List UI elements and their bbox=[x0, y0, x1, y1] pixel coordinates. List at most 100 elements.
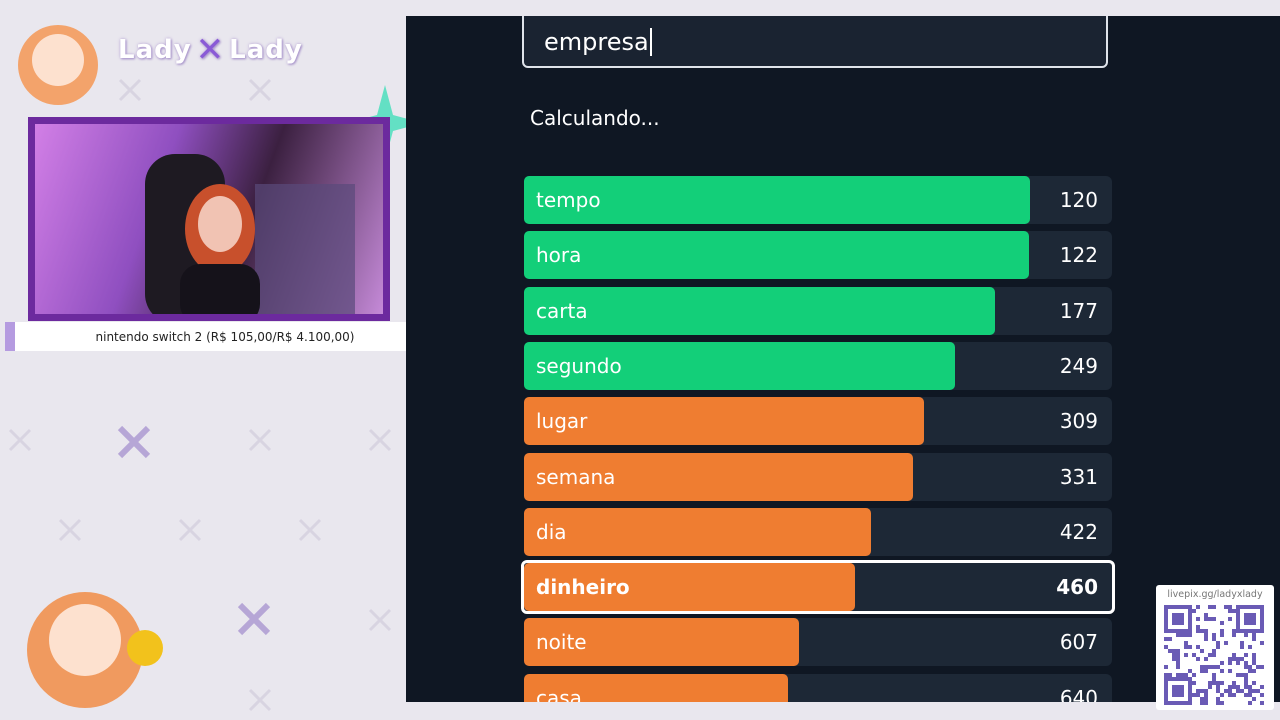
qr-module bbox=[1216, 697, 1220, 701]
qr-module bbox=[1244, 693, 1248, 697]
guess-word: semana bbox=[536, 464, 616, 489]
qr-module bbox=[1196, 657, 1200, 661]
qr-module bbox=[1244, 681, 1248, 685]
qr-module bbox=[1244, 665, 1248, 669]
qr-module bbox=[1244, 613, 1256, 625]
qr-module bbox=[1196, 605, 1200, 609]
qr-module bbox=[1220, 633, 1224, 637]
qr-module bbox=[1184, 673, 1188, 677]
guess-rank: 177 bbox=[1059, 298, 1098, 323]
qr-module bbox=[1192, 673, 1196, 677]
qr-module bbox=[1256, 665, 1260, 669]
qr-module bbox=[1176, 657, 1180, 661]
qr-module bbox=[1224, 641, 1228, 645]
qr-module bbox=[1216, 641, 1220, 645]
qr-module bbox=[1212, 605, 1216, 609]
guess-row: dinheiro 460 bbox=[521, 560, 1115, 615]
qr-module bbox=[1196, 689, 1200, 693]
webcam bbox=[28, 117, 390, 321]
qr-module bbox=[1204, 693, 1208, 697]
guess-rank: 249 bbox=[1059, 353, 1098, 378]
qr-module bbox=[1172, 649, 1176, 653]
guess-rank: 309 bbox=[1059, 409, 1098, 434]
game-panel: empresa Calculando... tempo 120 hora 122 car… bbox=[406, 16, 1280, 702]
qr-module bbox=[1216, 665, 1220, 669]
similarity-bar bbox=[524, 231, 1029, 280]
qr-module bbox=[1192, 609, 1196, 613]
similarity-bar bbox=[524, 341, 955, 390]
qr-module bbox=[1240, 657, 1244, 661]
qr-module bbox=[1236, 661, 1240, 665]
qr-module bbox=[1220, 621, 1224, 625]
similarity-bar bbox=[524, 397, 924, 446]
qr-module bbox=[1248, 689, 1252, 693]
guess-rank: 460 bbox=[1056, 575, 1098, 600]
guess-rank: 607 bbox=[1059, 630, 1098, 655]
qr-module bbox=[1204, 701, 1208, 705]
qr-module bbox=[1172, 653, 1176, 657]
qr-module bbox=[1192, 653, 1196, 657]
qr-module bbox=[1200, 629, 1204, 633]
qr-module bbox=[1180, 673, 1184, 677]
qr-module bbox=[1260, 665, 1264, 669]
similarity-bar bbox=[524, 176, 1031, 224]
qr-module bbox=[1164, 645, 1168, 649]
qr-module bbox=[1236, 685, 1240, 689]
similarity-bar bbox=[524, 452, 913, 501]
qr-module bbox=[1232, 681, 1236, 685]
qr-module bbox=[1208, 665, 1212, 669]
qr-module bbox=[1228, 617, 1232, 621]
qr-module bbox=[1204, 637, 1208, 641]
qr-module bbox=[1216, 685, 1220, 689]
qr-module bbox=[1208, 653, 1212, 657]
guess-word: noite bbox=[536, 630, 587, 655]
guess-word: hora bbox=[536, 243, 582, 268]
qr-module bbox=[1228, 609, 1232, 613]
qr-module bbox=[1200, 649, 1204, 653]
qr-module bbox=[1200, 665, 1204, 669]
guess-row: hora 122 bbox=[524, 231, 1112, 280]
qr-module bbox=[1248, 669, 1252, 673]
qr-module bbox=[1204, 665, 1208, 669]
qr-module bbox=[1224, 689, 1228, 693]
qr-module bbox=[1236, 657, 1240, 661]
qr-module bbox=[1240, 641, 1244, 645]
qr-module bbox=[1244, 633, 1248, 637]
guess-word: casa bbox=[536, 685, 582, 702]
qr-module bbox=[1164, 665, 1168, 669]
guess-word: lugar bbox=[536, 409, 588, 434]
qr-module bbox=[1252, 633, 1256, 637]
guess-input[interactable]: empresa bbox=[522, 16, 1108, 68]
qr-module bbox=[1188, 669, 1192, 673]
qr-module bbox=[1196, 629, 1200, 633]
qr-module bbox=[1200, 689, 1204, 693]
qr-module bbox=[1212, 665, 1216, 669]
qr-module bbox=[1208, 685, 1212, 689]
qr-module bbox=[1244, 653, 1248, 657]
guess-word: tempo bbox=[536, 188, 601, 212]
qr-module bbox=[1252, 681, 1256, 685]
logo-left: Lady bbox=[118, 35, 192, 65]
similarity-bar bbox=[524, 286, 996, 335]
qr-module bbox=[1204, 629, 1208, 633]
qr-module bbox=[1184, 653, 1188, 657]
qr-module bbox=[1232, 609, 1236, 613]
qr-module bbox=[1232, 685, 1236, 689]
qr-module bbox=[1164, 637, 1168, 641]
qr-module bbox=[1256, 689, 1260, 693]
guess-rank: 422 bbox=[1059, 519, 1098, 544]
similarity-bar bbox=[524, 507, 871, 556]
qr-module bbox=[1252, 657, 1256, 661]
guess-row: tempo 120 bbox=[524, 176, 1112, 224]
logo: Lady ✕ Lady bbox=[118, 30, 303, 70]
qr-module bbox=[1220, 701, 1224, 705]
guess-word: segundo bbox=[536, 353, 622, 378]
similarity-bar bbox=[524, 673, 789, 702]
qr-module bbox=[1208, 681, 1212, 685]
qr-module bbox=[1184, 641, 1188, 645]
qr-module bbox=[1196, 693, 1200, 697]
qr-module bbox=[1196, 617, 1200, 621]
qr-module bbox=[1252, 653, 1256, 657]
similarity-bar bbox=[524, 563, 855, 612]
qr-module bbox=[1252, 689, 1256, 693]
